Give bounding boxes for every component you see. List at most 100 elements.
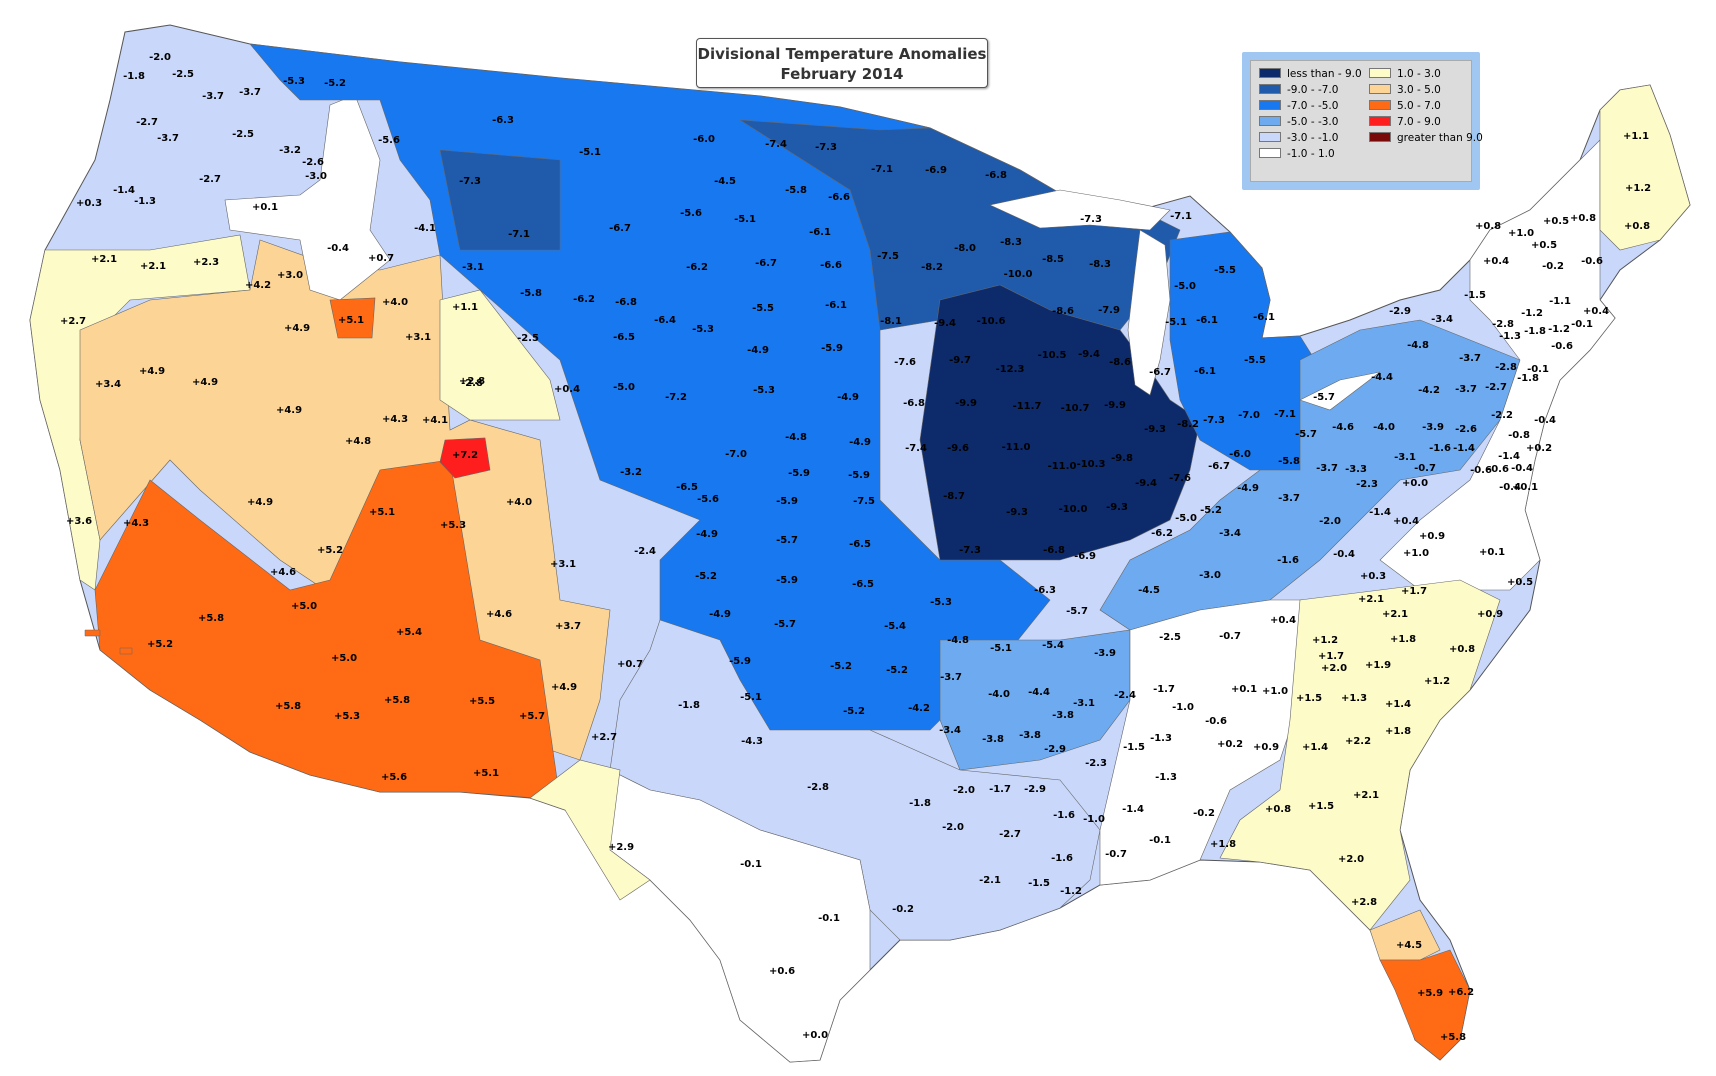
- anomaly-value: -10.0: [1004, 269, 1033, 280]
- legend-swatch: [1369, 68, 1391, 78]
- anomaly-value: -1.2: [1060, 886, 1082, 897]
- legend-swatch: [1369, 132, 1391, 142]
- anomaly-value: -0.2: [1542, 261, 1564, 272]
- anomaly-value: +0.5: [1507, 577, 1533, 588]
- anomaly-value: -1.5: [1123, 742, 1145, 753]
- anomaly-value: -2.5: [1159, 632, 1181, 643]
- anomaly-value: -5.1: [1165, 317, 1187, 328]
- anomaly-value: -5.4: [1042, 640, 1064, 651]
- anomaly-value: -2.7: [199, 174, 221, 185]
- anomaly-value: -8.7: [943, 491, 965, 502]
- anomaly-value: +0.5: [1531, 240, 1557, 251]
- anomaly-value: -3.4: [939, 725, 961, 736]
- anomaly-value: +0.3: [1360, 571, 1386, 582]
- anomaly-value: -0.2: [892, 904, 914, 915]
- anomaly-value: -5.0: [1174, 281, 1196, 292]
- anomaly-value: -2.4: [634, 546, 656, 557]
- anomaly-value: +4.6: [270, 567, 296, 578]
- anomaly-value: +0.7: [368, 253, 394, 264]
- anomaly-value: -5.8: [785, 185, 807, 196]
- anomaly-value: -5.1: [990, 643, 1012, 654]
- lake-superior: [989, 189, 1171, 231]
- anomaly-value: -1.4: [1369, 507, 1391, 518]
- anomaly-value: -3.3: [1345, 464, 1367, 475]
- anomaly-value: +4.2: [245, 280, 271, 291]
- legend-item: -5.0 - -3.0: [1259, 115, 1338, 129]
- anomaly-value: +2.1: [1358, 594, 1384, 605]
- anomaly-value: -0.6: [1470, 465, 1492, 476]
- anomaly-value: +0.3: [76, 198, 102, 209]
- anomaly-value: -1.3: [1150, 733, 1172, 744]
- anomaly-value: +1.5: [1308, 801, 1334, 812]
- region-southeast: [1219, 579, 1501, 931]
- anomaly-value: +5.1: [338, 315, 364, 326]
- legend-item: 3.0 - 5.0: [1369, 83, 1441, 97]
- anomaly-value: -3.8: [982, 734, 1004, 745]
- anomaly-value: +2.1: [140, 261, 166, 272]
- anomaly-value: +5.3: [440, 520, 466, 531]
- anomaly-value: +5.0: [331, 653, 357, 664]
- anomaly-value: -6.1: [1196, 315, 1218, 326]
- anomaly-value: +0.8: [1624, 221, 1650, 232]
- anomaly-value: +0.4: [1270, 615, 1296, 626]
- anomaly-value: -5.5: [752, 303, 774, 314]
- anomaly-value: -1.4: [113, 185, 135, 196]
- anomaly-value: +5.9: [1417, 988, 1443, 999]
- anomaly-value: -5.2: [843, 706, 865, 717]
- anomaly-value: +5.8: [384, 695, 410, 706]
- map-title-line2: February 2014: [780, 65, 904, 83]
- anomaly-value: -3.7: [202, 91, 224, 102]
- anomaly-value: +5.8: [1440, 1032, 1466, 1043]
- anomaly-value: -6.6: [828, 192, 850, 203]
- anomaly-value: -4.0: [1373, 422, 1395, 433]
- anomaly-value: +4.9: [192, 377, 218, 388]
- anomaly-value: -4.4: [1371, 372, 1393, 383]
- anomaly-value: +4.9: [139, 366, 165, 377]
- anomaly-value: +3.4: [95, 379, 121, 390]
- anomaly-value: -0.1: [740, 859, 762, 870]
- anomaly-value: +0.8: [1449, 644, 1475, 655]
- anomaly-value: -3.1: [462, 262, 484, 273]
- anomaly-value: -2.3: [1085, 758, 1107, 769]
- anomaly-value: -7.2: [665, 392, 687, 403]
- anomaly-value: -1.3: [1155, 772, 1177, 783]
- legend-item: -3.0 - -1.0: [1259, 131, 1338, 145]
- anomaly-value: -0.4: [327, 243, 349, 254]
- legend-swatch: [1259, 68, 1281, 78]
- anomaly-value: -2.8: [807, 782, 829, 793]
- anomaly-value: +1.0: [1262, 686, 1288, 697]
- anomaly-value: -4.9: [709, 609, 731, 620]
- legend-label: less than - 9.0: [1287, 68, 1362, 80]
- anomaly-value: -5.9: [848, 470, 870, 481]
- region-tennessee-valley: [1099, 599, 1321, 886]
- anomaly-value: -5.0: [1175, 513, 1197, 524]
- anomaly-value: +0.2: [1526, 443, 1552, 454]
- anomaly-value: -0.4: [1333, 549, 1355, 560]
- anomaly-value: -4.8: [785, 432, 807, 443]
- anomaly-value: +0.5: [1543, 216, 1569, 227]
- anomaly-value: +1.2: [1424, 676, 1450, 687]
- anomaly-value: -6.7: [755, 258, 777, 269]
- region-dakotas-dark: [439, 149, 561, 251]
- anomaly-value: -0.6: [1551, 341, 1573, 352]
- anomaly-value: -2.5: [517, 333, 539, 344]
- anomaly-value: -5.4: [884, 621, 906, 632]
- anomaly-value: +1.8: [1390, 634, 1416, 645]
- anomaly-value: -2.7: [999, 829, 1021, 840]
- anomaly-value: -2.9: [1044, 744, 1066, 755]
- anomaly-value: -1.5: [1464, 290, 1486, 301]
- anomaly-value: -5.7: [774, 619, 796, 630]
- anomaly-value: -6.1: [809, 227, 831, 238]
- anomaly-value: +4.6: [486, 609, 512, 620]
- anomaly-value: -4.9: [1237, 483, 1259, 494]
- region-maine: [1599, 84, 1691, 251]
- anomaly-value: -3.8: [1052, 710, 1074, 721]
- anomaly-value: +0.9: [1477, 609, 1503, 620]
- anomaly-value: +5.5: [469, 696, 495, 707]
- legend-item: -7.0 - -5.0: [1259, 99, 1338, 113]
- anomaly-value: -9.4: [934, 318, 956, 329]
- legend-item: greater than 9.0: [1369, 131, 1483, 145]
- anomaly-value: -8.3: [1000, 237, 1022, 248]
- anomaly-value: -6.5: [852, 579, 874, 590]
- anomaly-value: +5.4: [396, 627, 422, 638]
